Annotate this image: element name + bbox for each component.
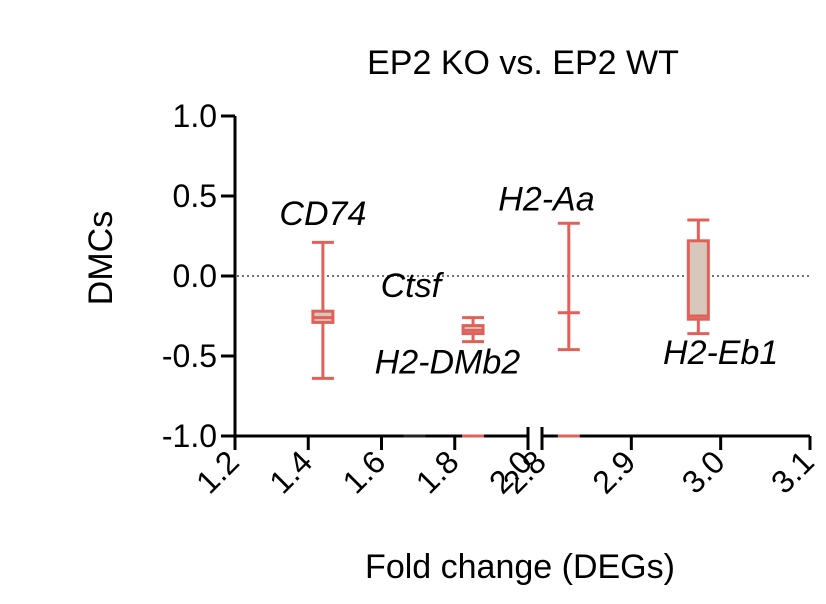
x-tick-label: 1.4 xyxy=(262,443,319,500)
box-marks xyxy=(311,218,710,438)
box-h2-eb1 xyxy=(686,218,710,336)
gene-label: H2-Eb1 xyxy=(663,334,778,372)
box-h2-aa xyxy=(557,221,580,352)
box-iqr xyxy=(686,239,710,321)
box-h2-dmb2 xyxy=(461,316,485,344)
gene-label: H2-DMb2 xyxy=(375,344,521,382)
x-axis-title: Fold change (DEGs) xyxy=(365,548,675,586)
gene-label: H2-Aa xyxy=(498,180,594,218)
y-tick-label: 1.0 xyxy=(173,98,217,134)
axes: -1.0-0.50.00.51.01.2 1.4 1.6 1.8 2.02.8 2.9 3.… xyxy=(162,98,821,500)
chart-title: EP2 KO vs. EP2 WT xyxy=(367,44,679,82)
box-cd74 xyxy=(311,240,335,380)
x-tick-label: 3.1 xyxy=(764,443,821,500)
y-tick-label: 0.0 xyxy=(173,258,217,294)
x-tick-label: 1.6 xyxy=(336,443,393,500)
gene-label: CD74 xyxy=(279,195,366,233)
y-tick-label: 0.5 xyxy=(173,178,217,214)
gene-label: Ctsf xyxy=(381,267,445,305)
gene-labels: CD74 Ctsf H2-DMb2 H2-Aa H2-Eb1 xyxy=(279,180,778,381)
y-tick-label: -1.0 xyxy=(162,418,217,454)
y-tick-label: -0.5 xyxy=(162,338,217,374)
y-axis-title: DMCs xyxy=(82,211,120,305)
x-tick-label: 3.0 xyxy=(675,443,732,500)
x-tick-label: 1.8 xyxy=(409,443,466,500)
x-tick-label: 2.9 xyxy=(585,443,642,500)
